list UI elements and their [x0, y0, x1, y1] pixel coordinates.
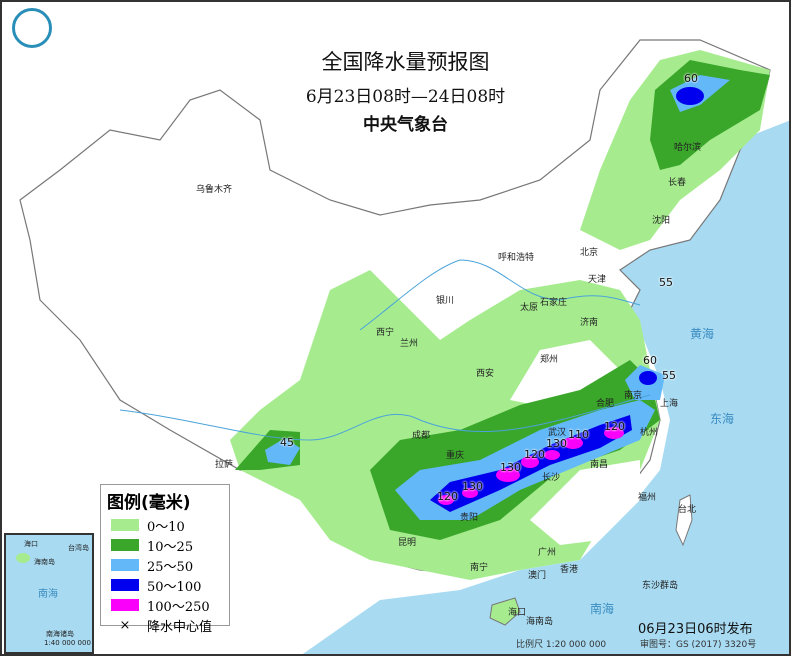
dry-zone-south	[530, 460, 640, 545]
city-label: 重庆	[446, 451, 465, 461]
inset-sea-label: 南海	[38, 589, 58, 600]
city-label: 西宁	[376, 328, 395, 338]
city-label: 台北	[678, 505, 697, 515]
city-label: 成都	[412, 431, 431, 441]
city-label: 兰州	[400, 339, 419, 349]
taiwan-island	[675, 494, 693, 547]
city-label: 福州	[638, 493, 657, 503]
inset-label: 南海诸岛	[46, 630, 74, 638]
city-label: 香港	[560, 565, 579, 575]
city-label: 石家庄	[540, 298, 568, 308]
legend-item: 50～100	[111, 575, 229, 595]
city-label: 呼和浩特	[498, 253, 535, 263]
center-value: 120	[604, 420, 625, 433]
city-label: 郑州	[540, 355, 559, 365]
rain-zone-50-100-east	[639, 371, 657, 385]
map-review-number: 审图号：GS (2017) 3320号	[640, 640, 757, 650]
inset-scale: 1:40 000 000	[44, 639, 91, 647]
legend-title: 图例(毫米)	[107, 493, 191, 513]
legend-item: 10～25	[111, 535, 229, 555]
center-value: 130	[462, 480, 483, 493]
center-value: 55	[662, 369, 676, 382]
city-label: 济南	[580, 318, 599, 328]
center-value: 120	[437, 490, 458, 503]
south-china-sea-inset: 海口 海南岛 台湾岛 南海 南海诸岛 1:40 000 000	[4, 533, 94, 654]
inset-label: 台湾岛	[68, 544, 89, 552]
center-value: 120	[524, 448, 545, 461]
city-label: 南宁	[470, 563, 489, 573]
city-label: 昆明	[398, 538, 417, 548]
city-label: 广州	[538, 548, 557, 558]
center-value: 110	[568, 428, 589, 441]
city-label: 澳门	[528, 571, 547, 581]
city-label: 海口	[508, 608, 527, 618]
city-label: 南昌	[590, 460, 609, 470]
city-label: 武汉	[548, 428, 567, 438]
map-title: 全国降水量预报图	[321, 50, 490, 74]
rain-zone-50-100-ne	[676, 87, 704, 105]
rain-zone-25-50-tibet	[265, 438, 300, 465]
city-label: 天津	[588, 275, 607, 285]
city-label: 上海	[660, 399, 679, 409]
issuing-agency: 中央气象台	[363, 115, 448, 135]
center-value: 45	[280, 436, 294, 449]
sea-label: 南海	[590, 602, 615, 616]
city-label: 南京	[624, 391, 643, 401]
city-label: 长沙	[542, 473, 561, 483]
city-label: 沈阳	[652, 216, 671, 226]
city-label: 西安	[476, 369, 495, 379]
sea-label: 黄海	[690, 327, 715, 341]
city-label: 杭州	[640, 428, 659, 438]
sea-label: 东海	[710, 412, 735, 426]
hainan-island	[489, 597, 521, 626]
legend-item: 0～10	[111, 515, 229, 535]
center-value: 130	[546, 437, 567, 450]
center-value: 60	[684, 72, 698, 85]
city-label: 太原	[520, 303, 539, 313]
city-label: 海南岛	[526, 617, 554, 627]
city-label: 拉萨	[215, 460, 234, 470]
issue-time: 06月23日06时发布	[638, 622, 753, 637]
inset-label: 海南岛	[34, 558, 55, 566]
map-scale: 比例尺 1:20 000 000	[516, 640, 607, 650]
logo	[12, 8, 52, 48]
forecast-period: 6月23日08时—24日08时	[305, 87, 506, 107]
center-value: 130	[500, 461, 521, 474]
city-label: 贵阳	[460, 513, 479, 523]
center-value: 60	[643, 354, 657, 367]
city-label: 银川	[436, 296, 455, 306]
sea-area	[300, 120, 791, 656]
legend-item: 100～250	[111, 595, 229, 615]
city-label: 哈尔滨	[674, 143, 702, 153]
city-label: 东沙群岛	[642, 581, 679, 591]
legend: 图例(毫米) 0～10 10～25 25～50 50～100 100～250 ×…	[100, 484, 230, 635]
rain-zone-100-250	[438, 427, 624, 505]
legend-item: 25～50	[111, 555, 229, 575]
city-label: 长春	[668, 178, 687, 188]
city-label: 北京	[580, 248, 599, 258]
city-label: 乌鲁木齐	[196, 185, 233, 195]
city-label: 合肥	[596, 399, 615, 409]
center-value: 55	[659, 276, 673, 289]
inset-label: 海口	[24, 540, 38, 548]
legend-item: × 降水中心值	[119, 617, 213, 635]
rivers	[119, 259, 651, 441]
